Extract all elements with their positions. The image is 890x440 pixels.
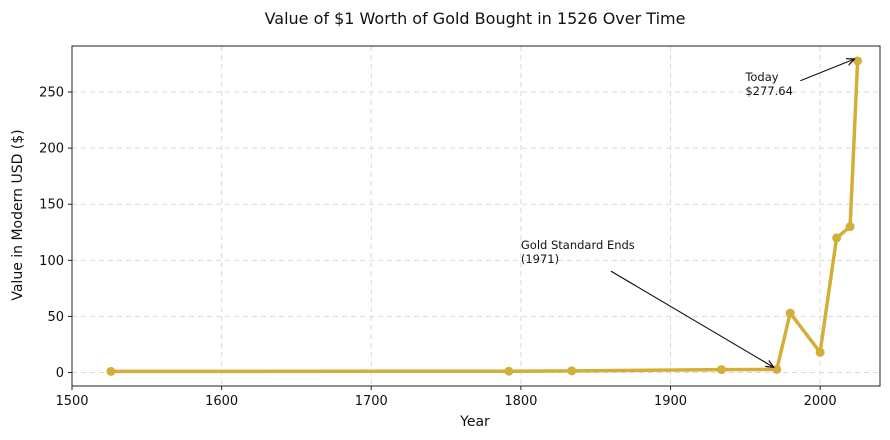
series-line — [109, 59, 860, 374]
y-tick-label: 200 — [39, 142, 64, 157]
annotation-text: Gold Standard Ends — [521, 238, 635, 252]
y-tick-label: 100 — [39, 254, 64, 269]
data-point — [567, 366, 577, 376]
x-tick-label: 1500 — [55, 394, 88, 409]
series-line-layer — [109, 59, 860, 374]
y-tick-label: 50 — [47, 310, 64, 325]
data-point — [785, 308, 795, 318]
chart-title: Value of $1 Worth of Gold Bought in 1526… — [265, 9, 686, 28]
plot-frame — [71, 45, 881, 387]
x-axis-label: Year — [459, 414, 490, 430]
data-point — [504, 366, 514, 376]
x-tick-label: 1800 — [504, 394, 537, 409]
y-tick-label: 250 — [39, 86, 64, 101]
axis-ticks: 1500 1600 1700 1800 1900 2000 0 50 100 150 200 250 — [39, 86, 837, 409]
y-axis-label: Value in Modern USD ($) — [10, 129, 26, 300]
annotation-arrow — [610, 270, 774, 367]
annotation-text: Today — [744, 70, 778, 84]
x-tick-label: 1700 — [355, 394, 388, 409]
y-tick-label: 0 — [56, 366, 64, 381]
x-tick-label: 1600 — [205, 394, 238, 409]
data-point-layer — [106, 56, 863, 376]
data-point — [716, 365, 726, 375]
data-point — [845, 222, 855, 232]
y-tick-label: 150 — [39, 198, 64, 213]
data-point — [772, 364, 782, 374]
data-point — [832, 233, 842, 243]
data-point — [815, 347, 825, 357]
annotation-arrow — [800, 59, 854, 82]
x-tick-label: 2000 — [804, 394, 837, 409]
annotation-text: (1971) — [521, 252, 559, 266]
annotation-text: $277.64 — [745, 84, 793, 98]
x-tick-label: 1900 — [654, 394, 687, 409]
data-point — [106, 366, 116, 376]
data-point — [853, 56, 863, 66]
annotations: Gold Standard Ends(1971) Today$277.64 — [521, 59, 855, 367]
